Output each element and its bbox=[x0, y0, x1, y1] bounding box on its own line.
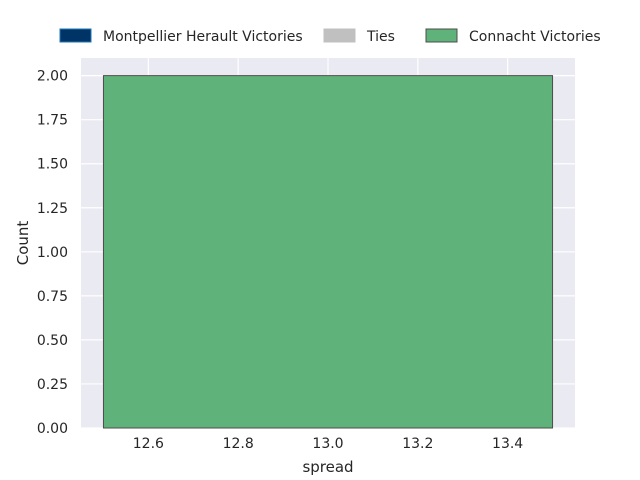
legend-label: Montpellier Herault Victories bbox=[103, 29, 303, 45]
bars bbox=[102, 75, 554, 429]
y-tick-label: 0.25 bbox=[37, 377, 68, 393]
y-tick-label: 0.75 bbox=[37, 289, 68, 305]
y-tick-label: 0.00 bbox=[37, 421, 68, 437]
x-tick-label: 12.6 bbox=[133, 436, 164, 452]
x-tick-label: 12.8 bbox=[223, 436, 254, 452]
y-axis-label: Count bbox=[14, 221, 32, 266]
y-tick-label: 1.25 bbox=[37, 201, 68, 217]
legend-label: Ties bbox=[366, 29, 395, 45]
x-tick-label: 13.4 bbox=[492, 436, 523, 452]
legend: Montpellier Herault Victories Ties Connach… bbox=[59, 28, 601, 45]
bar bbox=[102, 75, 554, 429]
legend-swatch bbox=[59, 28, 92, 43]
y-tick-label: 1.50 bbox=[37, 157, 68, 173]
legend-swatch bbox=[425, 28, 458, 43]
y-tick-label: 1.75 bbox=[37, 113, 68, 129]
y-tick-label: 1.00 bbox=[37, 245, 68, 261]
x-axis-label: spread bbox=[302, 458, 353, 476]
y-tick-label: 0.50 bbox=[37, 333, 68, 349]
legend-swatch bbox=[323, 28, 356, 43]
legend-label: Connacht Victories bbox=[469, 29, 601, 45]
x-tick-label: 13.0 bbox=[312, 436, 343, 452]
x-tick-label: 13.2 bbox=[402, 436, 433, 452]
y-tick-label: 2.00 bbox=[37, 69, 68, 85]
x-tick-labels: 12.6 12.8 13.0 13.2 13.4 bbox=[133, 436, 524, 452]
y-tick-labels: 0.00 0.25 0.50 0.75 1.00 1.25 1.50 1.75 2.00 bbox=[37, 69, 68, 437]
